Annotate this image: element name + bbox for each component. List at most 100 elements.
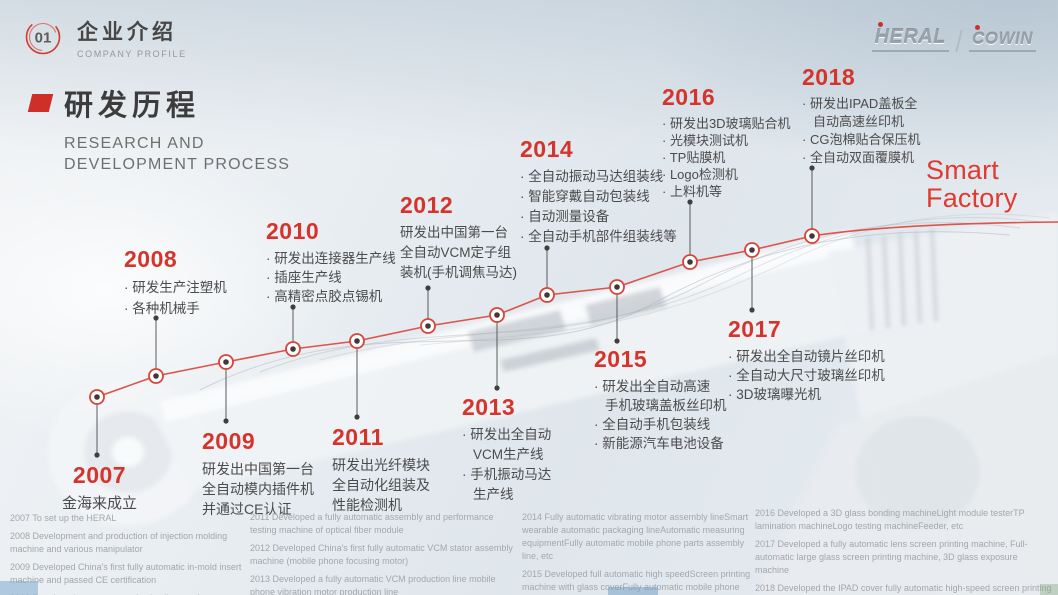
- marker-dot: [749, 247, 755, 253]
- footnote-column-4: 2016 Developed a 3D glass bonding machin…: [755, 507, 1053, 595]
- brand-logos: HERAL COWIN: [871, 22, 1036, 52]
- milestone-year: 2007: [72, 462, 127, 488]
- milestone-2007: 2007 金海来成立: [42, 462, 157, 514]
- arm-slots: [468, 287, 666, 372]
- header-number: 01: [35, 30, 52, 47]
- marker-dot: [354, 338, 360, 344]
- milestone-item: · 研发出3D玻璃贴合机: [662, 116, 791, 131]
- milestone-year: 2014: [520, 136, 574, 162]
- milestone-2016: 2016 · 研发出3D玻璃贴合机 · 光模块测试机 · TP贴膜机 · Logo检测机…: [662, 84, 827, 200]
- milestone-year: 2011: [332, 424, 384, 450]
- footnote-entry: 2018 Developed the IPAD cover fully auto…: [755, 583, 1052, 594]
- footnote-entry: 2013 Developed a fully automatic VCM pro…: [250, 574, 496, 595]
- milestone-2008: 2008 · 研发生产注塑机 · 各种机械手: [124, 246, 284, 319]
- milestone-item: · 全自动手机包装线: [594, 417, 711, 432]
- milestone-item: · 自动测量设备: [520, 209, 610, 224]
- marker-dot: [425, 323, 431, 329]
- footnote-entry: 2010 Developed connector production line…: [10, 592, 248, 595]
- header-subtitle: COMPANY PROFILE: [77, 48, 187, 59]
- section-subtitle-line1: RESEARCH AND: [64, 135, 205, 152]
- milestone-year: 2012: [400, 192, 454, 218]
- photo-strip-right: [1040, 584, 1058, 595]
- milestone-item: · 各种机械手: [124, 301, 200, 316]
- stem-dot: [749, 307, 755, 313]
- marker-dot: [687, 259, 693, 265]
- footnote-entry: 2011 Developed a fully automatic assembl…: [250, 512, 494, 536]
- page-title: 研发历程: [64, 90, 201, 122]
- milestone-item: · 研发生产注塑机: [124, 280, 227, 295]
- stem-dot: [425, 285, 431, 291]
- milestone-item: 金海来成立: [61, 495, 137, 512]
- milestone-2010: 2010 · 研发出连接器生产线 · 插座生产线 · 高精密点胶点锡机: [266, 218, 441, 306]
- page-header: 01 企业介绍 COMPANY PROFILE: [20, 14, 187, 60]
- milestone-item: · 新能源汽车电池设备: [594, 436, 724, 451]
- milestone-year: 2016: [662, 84, 716, 110]
- stem-dot: [544, 245, 550, 251]
- milestone-2012: 2012 研发出中国第一台 全自动VCM定子组 装机(手机调焦马达): [400, 192, 565, 283]
- milestone-year: 2013: [462, 394, 516, 420]
- milestone-item: 研发出中国第一台: [400, 225, 508, 240]
- milestone-year: 2009: [202, 428, 256, 454]
- milestone-item: 生产线: [473, 487, 514, 502]
- milestone-item: · 光模块测试机: [662, 133, 748, 148]
- milestone-item: · 研发出全自动: [462, 427, 552, 442]
- marker-dot: [614, 284, 620, 290]
- logo-divider: [955, 30, 963, 52]
- milestone-year: 2017: [728, 316, 782, 342]
- milestone-item: · 高精密点胶点锡机: [266, 289, 383, 304]
- milestone-year: 2018: [802, 64, 856, 90]
- smart-factory-line1: Smart: [926, 155, 1000, 185]
- footnote-column-2: 2011 Developed a fully automatic assembl…: [250, 511, 516, 595]
- stem-dot: [94, 452, 100, 458]
- footnote-entry: 2016 Developed a 3D glass bonding machin…: [755, 508, 1025, 532]
- milestone-item: · 研发出连接器生产线: [266, 251, 396, 266]
- logo-heral-text: HERAL: [874, 26, 946, 48]
- timeline-red-line: [96, 221, 1058, 398]
- milestone-item: · 全自动手机部件组装线等: [520, 229, 677, 244]
- marker-dot: [153, 373, 159, 379]
- logo-accent-dot: [974, 25, 980, 30]
- logo-cowin: COWIN: [968, 25, 1036, 52]
- stem-dot: [290, 304, 296, 310]
- milestone-item: · 研发出全自动镜片丝印机: [728, 349, 885, 364]
- milestone-2011: 2011 研发出光纤模块 全自动化组装及 性能检测机: [332, 424, 492, 515]
- milestone-item: 全自动化组装及: [332, 477, 430, 493]
- logo-cowin-text: COWIN: [971, 29, 1033, 48]
- stem-dot: [809, 165, 815, 171]
- marker-dot: [494, 312, 500, 318]
- marker-dot: [94, 394, 100, 400]
- footnote-entry: 2009 Developed China's first fully autom…: [10, 562, 242, 586]
- milestone-year: 2015: [594, 346, 648, 372]
- photo-strip-left: [0, 581, 38, 595]
- milestone-item: 研发出光纤模块: [332, 457, 430, 473]
- logo-accent-dot: [877, 22, 883, 27]
- milestone-item: 性能检测机: [332, 497, 402, 513]
- milestone-item: · Logo检测机: [662, 167, 738, 182]
- stem-dot: [223, 418, 229, 424]
- header-title: 企业介绍: [77, 20, 177, 44]
- milestone-item: · 3D玻璃曝光机: [728, 387, 822, 402]
- milestone-item: 自动高速丝印机: [813, 114, 905, 129]
- marker-dot: [223, 359, 229, 365]
- milestone-item: · 智能穿戴自动包装线: [520, 189, 650, 204]
- milestone-2018: 2018 · 研发出IPAD盖板全 自动高速丝印机 · CG泡棉贴合保压机 · 全自动双…: [802, 64, 967, 167]
- milestone-item: · TP贴膜机: [662, 150, 726, 165]
- milestone-year: 2010: [266, 218, 320, 244]
- footnote-entry: 2017 Developed a fully automatic lens sc…: [755, 539, 1028, 576]
- logo-heral: HERAL: [871, 22, 949, 52]
- footnote-column-3: 2014 Fully automatic vibrating motor ass…: [522, 511, 758, 595]
- section-number-badge: 01: [25, 19, 61, 55]
- milestone-item: 研发出中国第一台: [202, 461, 314, 477]
- marker-dot: [544, 292, 550, 298]
- stem-dot: [354, 414, 360, 420]
- decorative-waves: [199, 213, 1051, 391]
- milestone-2015: 2015 · 研发出全自动高速 手机玻璃盖板丝印机 · 全自动手机包装线 · 新能源汽车…: [594, 346, 779, 453]
- milestone-item: · 研发出IPAD盖板全: [802, 96, 918, 111]
- robot-arm-graphic: [48, 212, 1058, 595]
- milestone-item: · CG泡棉贴合保压机: [802, 132, 921, 147]
- milestone-item: 手机玻璃盖板丝印机: [605, 398, 727, 413]
- section-heading: 研发历程 RESEARCH AND DEVELOPMENT PROCESS: [27, 82, 290, 175]
- footnote-column-1: 2007 To set up the HERAL 2008 Development…: [10, 512, 248, 595]
- milestone-item: 全自动模内插件机: [202, 481, 314, 497]
